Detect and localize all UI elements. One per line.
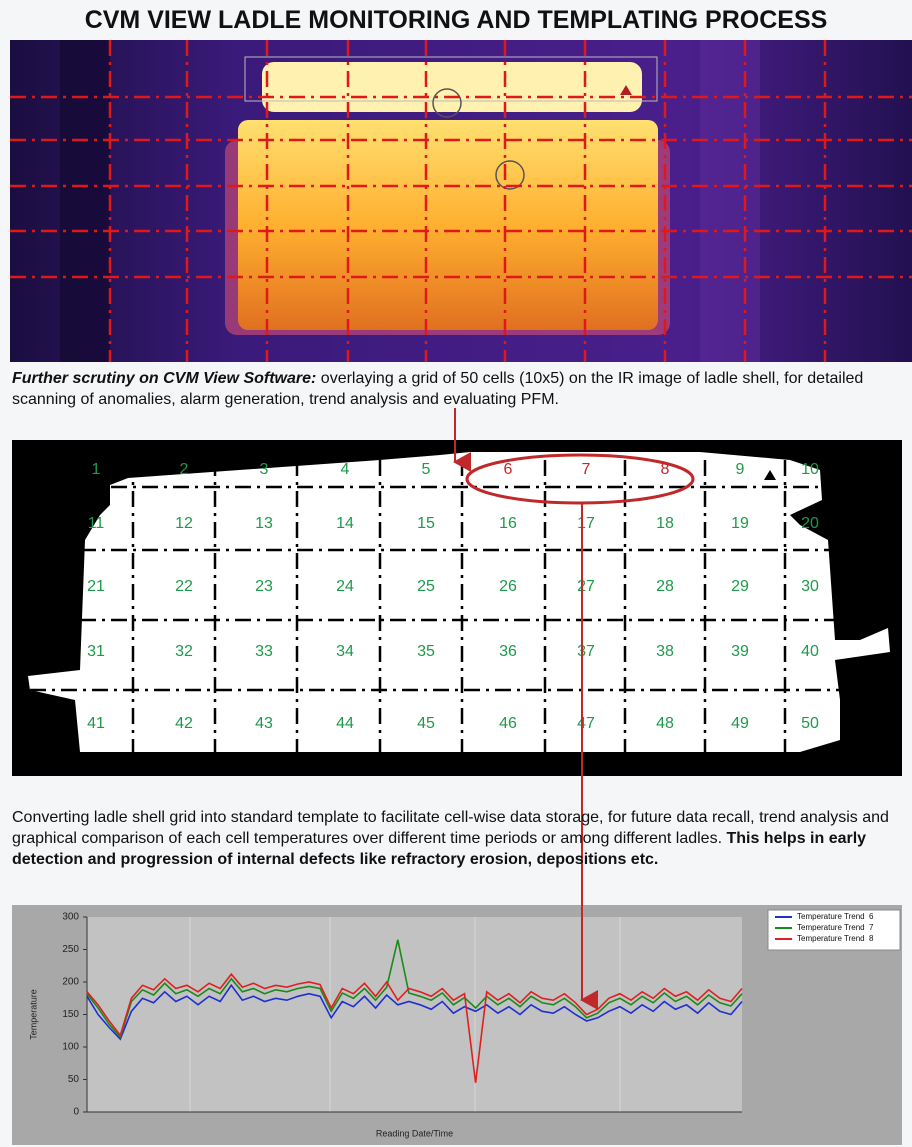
cell-label: 39	[731, 643, 749, 660]
cell-label: 13	[255, 515, 273, 532]
y-tick-label: 250	[62, 944, 79, 955]
cell-label: 21	[87, 578, 105, 595]
cell-label: 47	[577, 715, 595, 732]
cell-label: 36	[499, 643, 517, 660]
cell-label: 34	[336, 643, 354, 660]
y-tick-label: 0	[73, 1107, 79, 1118]
y-tick-label: 50	[68, 1074, 80, 1085]
cell-label: 46	[499, 715, 517, 732]
cell-label: 43	[255, 715, 273, 732]
cell-label: 48	[656, 715, 674, 732]
cell-label: 6	[504, 461, 513, 478]
cell-label: 41	[87, 715, 105, 732]
cell-label: 1	[92, 461, 101, 478]
cell-label: 7	[582, 461, 591, 478]
series-line	[86, 972, 743, 1083]
plot-area	[87, 917, 742, 1112]
cell-label: 38	[656, 643, 674, 660]
cell-label: 16	[499, 515, 517, 532]
y-tick-label: 150	[62, 1009, 79, 1020]
legend-label: Temperature Trend 7	[797, 923, 874, 932]
cell-label: 31	[87, 643, 105, 660]
cell-label: 45	[417, 715, 435, 732]
cell-label: 3	[260, 461, 269, 478]
cell-label: 24	[336, 578, 354, 595]
cell-label: 50	[801, 715, 819, 732]
cell-label: 35	[417, 643, 435, 660]
y-tick-label: 200	[62, 977, 79, 988]
cell-label: 40	[801, 643, 819, 660]
caption-text: Converting ladle shell grid into standar…	[12, 809, 889, 847]
y-tick-label: 100	[62, 1042, 79, 1053]
cell-label: 15	[417, 515, 435, 532]
cell-label: 5	[422, 461, 431, 478]
cell-label: 20	[801, 515, 819, 532]
cell-label: 44	[336, 715, 354, 732]
cell-label: 30	[801, 578, 819, 595]
series-line	[86, 983, 743, 1041]
cell-label: 11	[88, 515, 105, 532]
caption: Further scrutiny on CVM View Software: o…	[12, 368, 907, 410]
cell-label: 25	[417, 578, 435, 595]
cell-label: 14	[336, 515, 354, 532]
legend-label: Temperature Trend 8	[797, 934, 874, 943]
title: CVM VIEW LADLE MONITORING AND TEMPLATING…	[84, 6, 828, 34]
template-image	[12, 440, 902, 776]
caption-emphasis: This helps in early detection and progre…	[12, 830, 867, 868]
caption-text: overlaying a grid of 50 cells (10x5) on …	[12, 370, 864, 408]
cell-label: 17	[577, 515, 595, 532]
legend-label: Temperature Trend 6	[797, 912, 874, 921]
cell-label: 10	[801, 461, 819, 478]
cell-label: 18	[656, 515, 674, 532]
cell-label: 4	[341, 461, 350, 478]
cell-label: 23	[255, 578, 273, 595]
cell-label: 2	[180, 461, 189, 478]
x-axis-label: Reading Date/Time	[376, 1128, 453, 1138]
cell-label: 26	[499, 578, 517, 595]
cell-label: 33	[255, 643, 273, 660]
series-line	[86, 939, 743, 1039]
cell-label: 12	[175, 515, 193, 532]
cell-label: 28	[656, 578, 674, 595]
cell-label: 32	[175, 643, 193, 660]
cell-label: 42	[175, 715, 193, 732]
cell-label: 37	[577, 643, 595, 660]
caption-lead: Further scrutiny on CVM View Software:	[12, 370, 317, 387]
caption: Converting ladle shell grid into standar…	[12, 807, 907, 870]
cell-label: 19	[731, 515, 749, 532]
cell-label: 29	[731, 578, 749, 595]
y-tick-label: 300	[62, 912, 79, 923]
cell-label: 8	[661, 461, 670, 478]
cell-label: 9	[736, 461, 745, 478]
cell-label: 27	[577, 578, 595, 595]
ir-image	[10, 40, 912, 362]
cell-label: 22	[175, 578, 193, 595]
cell-label: 49	[731, 715, 749, 732]
y-axis-label: Temperature	[28, 989, 38, 1040]
